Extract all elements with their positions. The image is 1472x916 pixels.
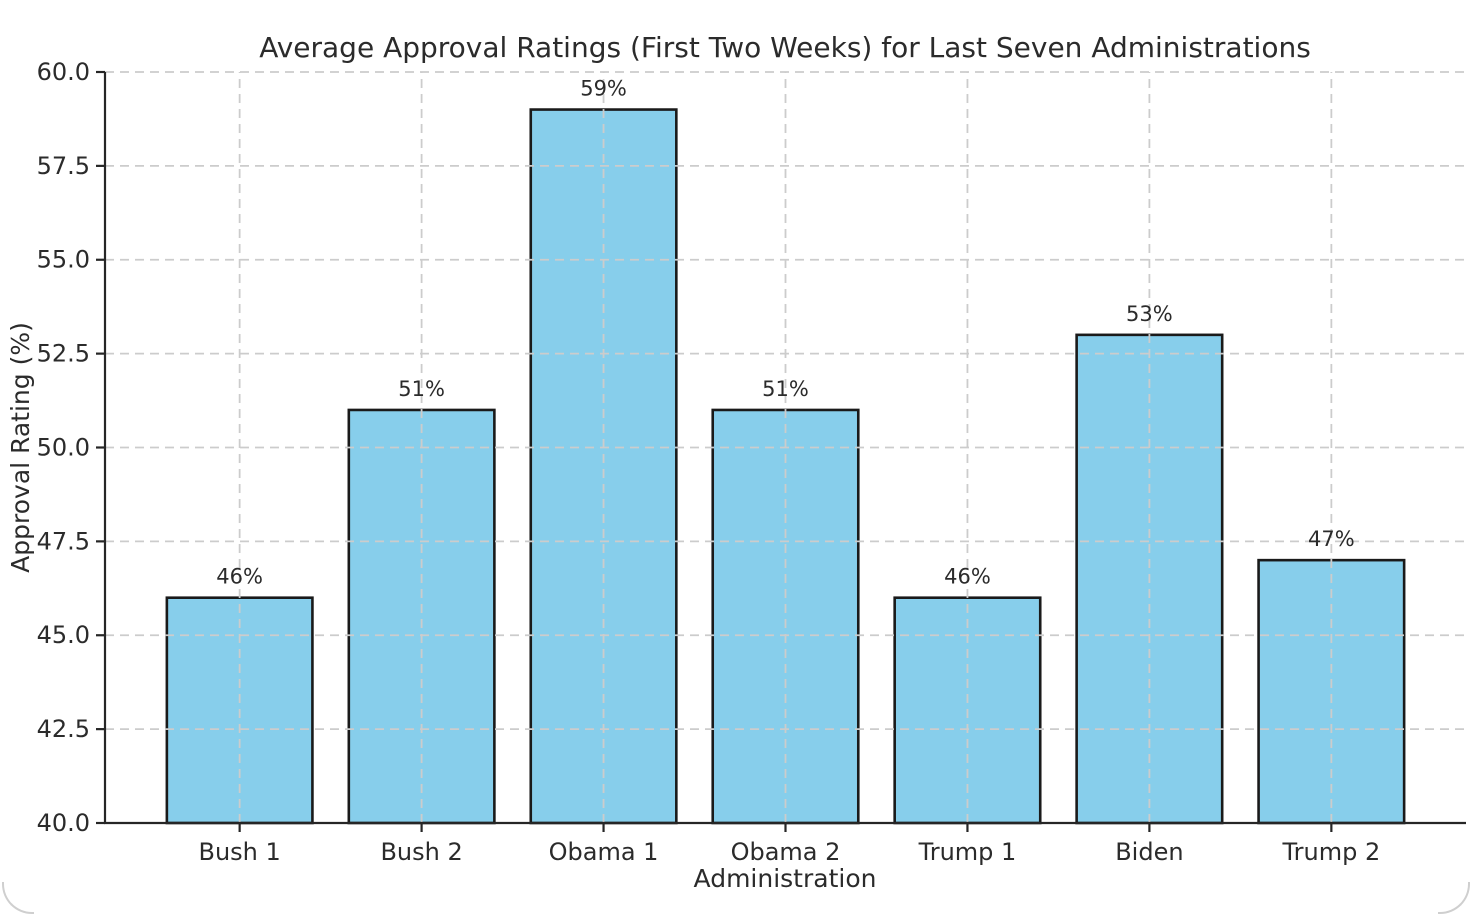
y-tick-label: 57.5 [37, 152, 90, 180]
bar-value-label: 59% [580, 77, 627, 101]
x-tick-label-trump-1: Trump 1 [918, 838, 1017, 866]
y-tick-label: 45.0 [37, 621, 90, 649]
bar-value-label: 47% [1308, 527, 1355, 551]
x-tick-label-biden: Biden [1115, 838, 1183, 866]
bar-value-label: 46% [944, 565, 991, 589]
bar-value-label: 51% [762, 377, 809, 401]
axes-layer: 40.0 42.5 45.0 47.5 50.0 52.5 55.0 57.5 60.0 Bush… [37, 58, 1466, 866]
bar-trump-2 [1257, 558, 1406, 825]
bar-value-label: 53% [1126, 302, 1173, 326]
x-tick-label-bush-1: Bush 1 [198, 838, 280, 866]
y-tick-label: 47.5 [37, 527, 90, 555]
chart-title: Average Approval Ratings (First Two Week… [259, 31, 1311, 64]
x-tick-label-obama-2: Obama 2 [731, 838, 841, 866]
y-tick-label: 52.5 [37, 340, 90, 368]
x-tick-label-trump-2: Trump 2 [1281, 838, 1380, 866]
y-tick-label: 50.0 [37, 433, 90, 461]
y-tick-label: 55.0 [37, 246, 90, 274]
bar-value-label: 51% [398, 377, 445, 401]
x-tick-label-obama-1: Obama 1 [549, 838, 659, 866]
x-axis-label: Administration [694, 864, 877, 893]
y-tick-label: 60.0 [37, 58, 90, 86]
y-tick-label: 40.0 [37, 809, 90, 837]
bar-value-label: 46% [216, 565, 263, 589]
y-tick-label: 42.5 [37, 715, 90, 743]
y-axis-label: Approval Rating (%) [6, 322, 35, 573]
x-tick-label-bush-2: Bush 2 [380, 838, 462, 866]
